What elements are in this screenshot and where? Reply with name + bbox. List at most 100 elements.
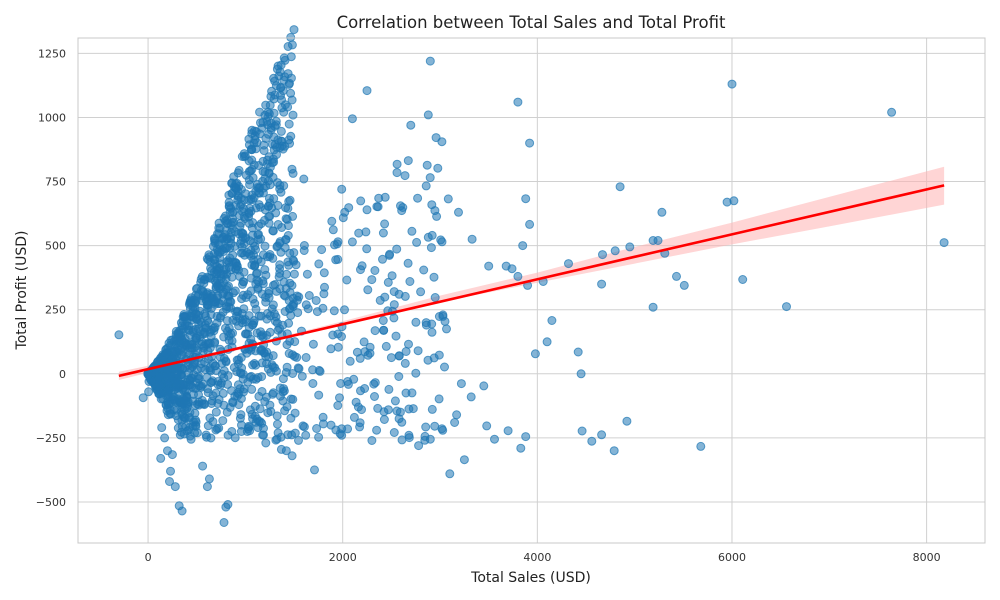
data-point [223, 326, 232, 336]
data-point [171, 330, 181, 340]
data-point [450, 418, 460, 427]
data-point [228, 257, 238, 267]
x-tick-label: 8000 [913, 551, 941, 564]
data-point [193, 291, 203, 301]
confidence-band-group [118, 166, 945, 380]
data-point [466, 392, 476, 402]
data-point [277, 95, 286, 105]
data-point [696, 441, 706, 451]
data-point [234, 355, 244, 365]
data-point [433, 163, 443, 173]
data-point [423, 110, 433, 120]
data-point [206, 263, 216, 273]
data-point [314, 259, 324, 269]
data-point [238, 290, 248, 300]
data-point [319, 289, 329, 299]
data-point [245, 405, 255, 415]
data-point [308, 339, 318, 349]
data-point [727, 79, 737, 89]
data-point [490, 434, 499, 444]
data-point [429, 353, 439, 363]
data-point [233, 195, 243, 205]
data-point [244, 134, 254, 144]
data-point [513, 97, 523, 107]
data-point [275, 238, 284, 248]
data-point [214, 278, 224, 288]
data-point [277, 141, 287, 151]
data-point [412, 237, 422, 247]
data-point [246, 194, 256, 204]
data-point [185, 431, 195, 441]
data-point [272, 411, 282, 421]
data-point [264, 212, 274, 222]
data-point [247, 260, 257, 270]
data-point [359, 337, 369, 347]
data-point [263, 364, 273, 374]
regression-group [118, 184, 945, 378]
x-tick-label: 0 [145, 551, 152, 564]
data-point [288, 110, 298, 120]
data-point [530, 349, 540, 359]
data-point [397, 435, 407, 445]
data-point [290, 408, 300, 418]
data-point [312, 424, 322, 433]
x-tick-label: 4000 [523, 551, 551, 564]
data-point [319, 268, 329, 278]
data-point [372, 425, 382, 435]
data-point [244, 209, 254, 219]
data-point [438, 310, 448, 320]
data-point [378, 254, 387, 264]
data-point [267, 86, 277, 96]
data-point [542, 337, 552, 347]
data-point [387, 271, 397, 281]
data-point [507, 264, 517, 274]
data-point [427, 404, 437, 414]
data-point [390, 396, 400, 406]
data-point [244, 322, 254, 332]
data-point [283, 69, 293, 79]
data-point [301, 300, 311, 310]
data-point [369, 379, 379, 389]
data-point [286, 32, 296, 42]
data-point [299, 174, 309, 184]
data-point [459, 455, 469, 465]
data-point [367, 436, 377, 445]
data-point [384, 250, 394, 260]
data-point [484, 261, 494, 271]
data-point [394, 372, 404, 381]
data-point [211, 407, 221, 417]
data-point [576, 369, 586, 379]
data-point [333, 401, 343, 410]
data-point [240, 151, 250, 161]
data-point [521, 432, 531, 442]
data-point [212, 311, 222, 321]
y-tick-label: 1250 [38, 47, 66, 60]
data-point [251, 346, 260, 356]
data-point [587, 436, 597, 446]
data-point [197, 399, 207, 409]
data-point [427, 200, 437, 210]
data-point [454, 207, 463, 217]
data-point [340, 207, 350, 217]
data-point [218, 234, 228, 244]
data-point [363, 285, 373, 295]
data-point [165, 477, 174, 486]
data-point [283, 430, 293, 440]
data-point [204, 474, 214, 484]
data-point [442, 324, 451, 334]
data-point [401, 388, 411, 398]
data-point [248, 173, 258, 183]
data-point [283, 42, 293, 51]
data-point [187, 340, 197, 349]
data-point [440, 362, 449, 372]
data-point [347, 237, 357, 247]
data-point [276, 82, 286, 92]
data-point [211, 366, 221, 376]
data-point [144, 377, 154, 386]
data-point [284, 119, 294, 129]
data-point [227, 427, 237, 436]
data-point [610, 246, 620, 256]
data-point [365, 348, 375, 358]
data-point [144, 387, 154, 397]
